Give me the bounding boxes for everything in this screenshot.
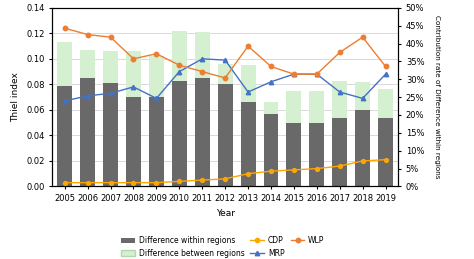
Bar <box>218 84 233 186</box>
X-axis label: Year: Year <box>216 209 235 218</box>
Y-axis label: Thiel index: Thiel index <box>11 72 20 122</box>
Bar <box>264 102 278 114</box>
Bar <box>80 78 95 186</box>
Y-axis label: Contribution rate of Difference within regions: Contribution rate of Difference within r… <box>434 15 440 179</box>
Bar <box>126 97 141 186</box>
Bar <box>310 91 324 123</box>
Bar <box>218 64 233 84</box>
Bar <box>149 56 164 97</box>
Bar <box>332 118 347 186</box>
Bar <box>286 91 301 123</box>
Bar <box>149 97 164 186</box>
Bar <box>103 83 118 186</box>
Bar <box>172 31 187 81</box>
Bar <box>80 50 95 78</box>
Bar <box>126 51 141 97</box>
Bar <box>355 110 370 186</box>
Bar <box>195 32 210 78</box>
Bar <box>378 89 393 118</box>
Bar <box>378 118 393 186</box>
Bar <box>264 114 278 186</box>
Bar <box>57 86 72 186</box>
Bar <box>195 78 210 186</box>
Bar <box>286 123 301 186</box>
Legend: Difference within regions, Difference between regions, CDP, MRP, WLP: Difference within regions, Difference be… <box>121 236 325 258</box>
Bar <box>57 42 72 86</box>
Bar <box>241 102 255 186</box>
Bar <box>241 65 255 102</box>
Bar <box>103 51 118 83</box>
Bar <box>172 81 187 186</box>
Bar <box>332 81 347 118</box>
Bar <box>310 123 324 186</box>
Bar <box>355 82 370 110</box>
